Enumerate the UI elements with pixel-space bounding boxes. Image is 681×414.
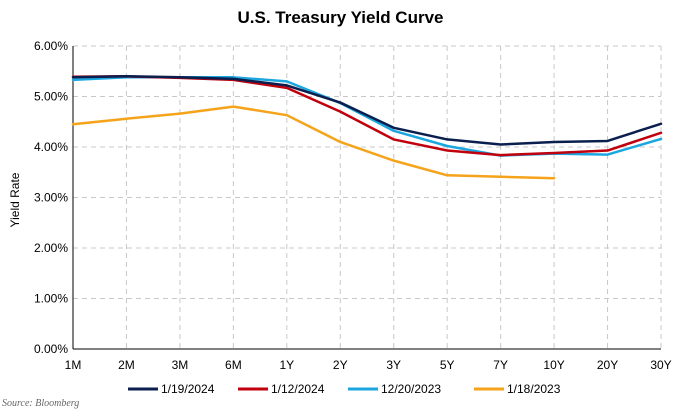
y-tick-label: 1.00% (34, 292, 68, 306)
y-tick-label: 5.00% (34, 90, 68, 104)
source-note: Source: Bloomberg (2, 398, 80, 409)
series-line-1-19-2024 (71, 75, 663, 146)
x-tick-label: 7Y (493, 358, 508, 372)
axis-layer: 0.00% 1.00% 2.00% 3.00% 4.00% 5.00% 6.00% 1M 2M 3… (34, 39, 672, 372)
x-tick-label: 2M (118, 358, 135, 372)
grid-layer (73, 45, 662, 349)
legend-label: 12/20/2023 (381, 382, 441, 396)
legend-label: 1/18/2023 (507, 382, 561, 396)
x-tick-label: 3M (172, 358, 189, 372)
x-tick-label: 5Y (440, 358, 455, 372)
x-tick-label: 1Y (279, 358, 294, 372)
y-tick-label: 0.00% (34, 342, 68, 356)
y-axis-title: Yield Rate (8, 172, 22, 227)
legend-label: 1/12/2024 (271, 382, 325, 396)
x-tick-label: 6M (225, 358, 242, 372)
legend-layer: 1/19/2024 1/12/2024 12/20/2023 1/18/2023 (128, 382, 561, 396)
chart-title: U.S. Treasury Yield Curve (237, 8, 444, 27)
x-tick-label: 30Y (650, 358, 671, 372)
y-tick-label: 3.00% (34, 191, 68, 205)
x-tick-label: 1M (65, 358, 82, 372)
x-tick-label: 3Y (386, 358, 401, 372)
series-line-1-18-2023 (71, 105, 556, 180)
legend-label: 1/19/2024 (161, 382, 215, 396)
x-tick-label: 20Y (597, 358, 618, 372)
y-tick-label: 4.00% (34, 140, 68, 154)
y-tick-label: 6.00% (34, 39, 68, 53)
x-tick-label: 2Y (333, 358, 348, 372)
y-tick-label: 2.00% (34, 241, 68, 255)
x-tick-label: 10Y (543, 358, 564, 372)
series-layer (71, 75, 663, 180)
